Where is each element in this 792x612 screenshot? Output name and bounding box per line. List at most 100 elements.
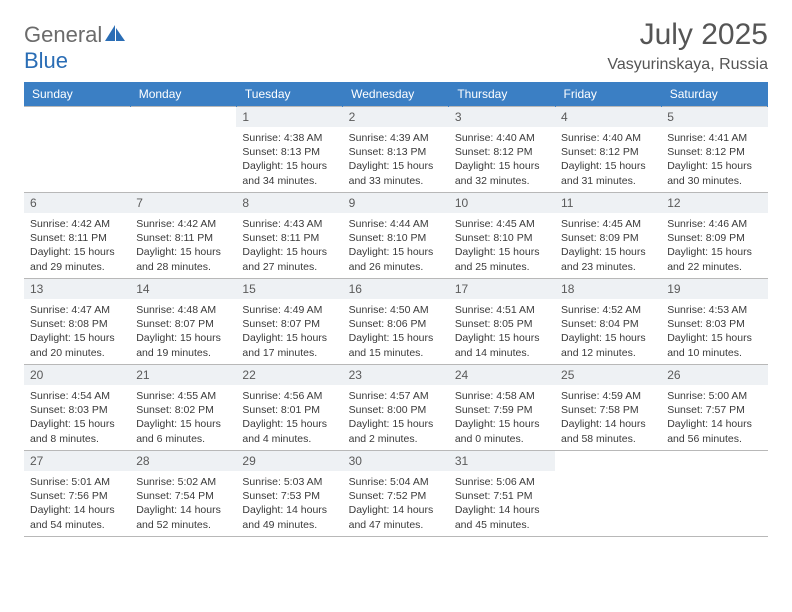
day-body: Sunrise: 4:49 AMSunset: 8:07 PMDaylight:…: [236, 299, 342, 364]
day-number: 5: [661, 107, 767, 127]
weekday-header: Friday: [555, 82, 661, 107]
daylight-line: Daylight: 15 hours and 27 minutes.: [242, 245, 336, 273]
calendar-cell: 28Sunrise: 5:02 AMSunset: 7:54 PMDayligh…: [130, 451, 236, 537]
daylight-line: Daylight: 14 hours and 47 minutes.: [349, 503, 443, 531]
day-body: Sunrise: 4:54 AMSunset: 8:03 PMDaylight:…: [24, 385, 130, 450]
day-number: 16: [343, 279, 449, 299]
sunrise-line: Sunrise: 4:51 AM: [455, 303, 549, 317]
day-number: 25: [555, 365, 661, 385]
sunset-line: Sunset: 8:09 PM: [667, 231, 761, 245]
calendar-cell: 23Sunrise: 4:57 AMSunset: 8:00 PMDayligh…: [343, 365, 449, 451]
sunrise-line: Sunrise: 4:45 AM: [561, 217, 655, 231]
calendar-week-row: 27Sunrise: 5:01 AMSunset: 7:56 PMDayligh…: [24, 451, 768, 537]
day-number: 9: [343, 193, 449, 213]
daylight-line: Daylight: 15 hours and 8 minutes.: [30, 417, 124, 445]
sunrise-line: Sunrise: 4:54 AM: [30, 389, 124, 403]
day-body: Sunrise: 4:58 AMSunset: 7:59 PMDaylight:…: [449, 385, 555, 450]
day-number: 2: [343, 107, 449, 127]
sunset-line: Sunset: 8:12 PM: [455, 145, 549, 159]
daylight-line: Daylight: 15 hours and 14 minutes.: [455, 331, 549, 359]
day-number: 15: [236, 279, 342, 299]
daylight-line: Daylight: 15 hours and 25 minutes.: [455, 245, 549, 273]
sunset-line: Sunset: 7:57 PM: [667, 403, 761, 417]
day-number: 3: [449, 107, 555, 127]
day-number: 14: [130, 279, 236, 299]
sunrise-line: Sunrise: 4:45 AM: [455, 217, 549, 231]
weekday-header: Monday: [130, 82, 236, 107]
calendar-cell: [24, 107, 130, 193]
calendar-cell: 10 Sunrise: 4:45 AMSunset: 8:10 PMDayligh…: [449, 193, 555, 279]
sunrise-line: Sunrise: 4:39 AM: [349, 131, 443, 145]
logo-part2: Blue: [24, 48, 68, 73]
calendar-cell: 16Sunrise: 4:50 AMSunset: 8:06 PMDayligh…: [343, 279, 449, 365]
day-number: 10: [449, 193, 555, 213]
day-number: 26: [661, 365, 767, 385]
calendar-cell: 12Sunrise: 4:46 AMSunset: 8:09 PMDayligh…: [661, 193, 767, 279]
day-body: Sunrise: 4:56 AMSunset: 8:01 PMDaylight:…: [236, 385, 342, 450]
calendar-week-row: 6Sunrise: 4:42 AMSunset: 8:11 PMDaylight…: [24, 193, 768, 279]
sunrise-line: Sunrise: 4:55 AM: [136, 389, 230, 403]
daylight-line: Daylight: 15 hours and 28 minutes.: [136, 245, 230, 273]
sunrise-line: Sunrise: 5:01 AM: [30, 475, 124, 489]
day-number: 29: [236, 451, 342, 471]
daylight-line: Daylight: 15 hours and 19 minutes.: [136, 331, 230, 359]
sunrise-line: Sunrise: 4:43 AM: [242, 217, 336, 231]
sunset-line: Sunset: 8:06 PM: [349, 317, 443, 331]
daylight-line: Daylight: 14 hours and 58 minutes.: [561, 417, 655, 445]
daylight-line: Daylight: 14 hours and 54 minutes.: [30, 503, 124, 531]
day-number: 30: [343, 451, 449, 471]
sunrise-line: Sunrise: 4:44 AM: [349, 217, 443, 231]
daylight-line: Daylight: 15 hours and 12 minutes.: [561, 331, 655, 359]
daylight-line: Daylight: 15 hours and 29 minutes.: [30, 245, 124, 273]
location: Vasyurinskaya, Russia: [607, 56, 768, 74]
daylight-line: Daylight: 14 hours and 49 minutes.: [242, 503, 336, 531]
sunrise-line: Sunrise: 4:49 AM: [242, 303, 336, 317]
sunrise-line: Sunrise: 4:59 AM: [561, 389, 655, 403]
calendar-cell: [661, 451, 767, 537]
daylight-line: Daylight: 15 hours and 23 minutes.: [561, 245, 655, 273]
daylight-line: Daylight: 15 hours and 20 minutes.: [30, 331, 124, 359]
calendar-cell: 21Sunrise: 4:55 AMSunset: 8:02 PMDayligh…: [130, 365, 236, 451]
calendar-cell: 27Sunrise: 5:01 AMSunset: 7:56 PMDayligh…: [24, 451, 130, 537]
day-body: Sunrise: 4:51 AMSunset: 8:05 PMDaylight:…: [449, 299, 555, 364]
sunrise-line: Sunrise: 4:53 AM: [667, 303, 761, 317]
sunrise-line: Sunrise: 4:52 AM: [561, 303, 655, 317]
sunrise-line: Sunrise: 4:40 AM: [561, 131, 655, 145]
daylight-line: Daylight: 15 hours and 17 minutes.: [242, 331, 336, 359]
weekday-header-row: SundayMondayTuesdayWednesdayThursdayFrid…: [24, 82, 768, 107]
sunset-line: Sunset: 8:11 PM: [136, 231, 230, 245]
calendar-cell: 15Sunrise: 4:49 AMSunset: 8:07 PMDayligh…: [236, 279, 342, 365]
calendar-cell: 22Sunrise: 4:56 AMSunset: 8:01 PMDayligh…: [236, 365, 342, 451]
calendar-cell: 13Sunrise: 4:47 AMSunset: 8:08 PMDayligh…: [24, 279, 130, 365]
daylight-line: Daylight: 15 hours and 2 minutes.: [349, 417, 443, 445]
weekday-header: Sunday: [24, 82, 130, 107]
calendar-cell: 2Sunrise: 4:39 AMSunset: 8:13 PMDaylight…: [343, 107, 449, 193]
sunset-line: Sunset: 8:07 PM: [242, 317, 336, 331]
day-number: 23: [343, 365, 449, 385]
daylight-line: Daylight: 14 hours and 45 minutes.: [455, 503, 549, 531]
logo-text: General Blue: [24, 22, 126, 74]
calendar-cell: 20Sunrise: 4:54 AMSunset: 8:03 PMDayligh…: [24, 365, 130, 451]
daylight-line: Daylight: 15 hours and 22 minutes.: [667, 245, 761, 273]
calendar-week-row: 1Sunrise: 4:38 AMSunset: 8:13 PMDaylight…: [24, 107, 768, 193]
day-number: 11: [555, 193, 661, 213]
calendar-cell: 25Sunrise: 4:59 AMSunset: 7:58 PMDayligh…: [555, 365, 661, 451]
calendar-cell: 31Sunrise: 5:06 AMSunset: 7:51 PMDayligh…: [449, 451, 555, 537]
calendar-cell: 9Sunrise: 4:44 AMSunset: 8:10 PMDaylight…: [343, 193, 449, 279]
sunset-line: Sunset: 7:59 PM: [455, 403, 549, 417]
day-body: Sunrise: 5:04 AMSunset: 7:52 PMDaylight:…: [343, 471, 449, 536]
calendar-week-row: 13Sunrise: 4:47 AMSunset: 8:08 PMDayligh…: [24, 279, 768, 365]
day-number: 20: [24, 365, 130, 385]
sunrise-line: Sunrise: 4:42 AM: [136, 217, 230, 231]
daylight-line: Daylight: 15 hours and 10 minutes.: [667, 331, 761, 359]
day-body: Sunrise: 4:57 AMSunset: 8:00 PMDaylight:…: [343, 385, 449, 450]
sunrise-line: Sunrise: 4:46 AM: [667, 217, 761, 231]
logo-part1: General: [24, 22, 102, 47]
day-number: 6: [24, 193, 130, 213]
daylight-line: Daylight: 15 hours and 34 minutes.: [242, 159, 336, 187]
calendar-table: SundayMondayTuesdayWednesdayThursdayFrid…: [24, 82, 768, 537]
sunrise-line: Sunrise: 4:58 AM: [455, 389, 549, 403]
day-body: Sunrise: 4:39 AMSunset: 8:13 PMDaylight:…: [343, 127, 449, 192]
daylight-line: Daylight: 14 hours and 52 minutes.: [136, 503, 230, 531]
sunset-line: Sunset: 8:10 PM: [455, 231, 549, 245]
